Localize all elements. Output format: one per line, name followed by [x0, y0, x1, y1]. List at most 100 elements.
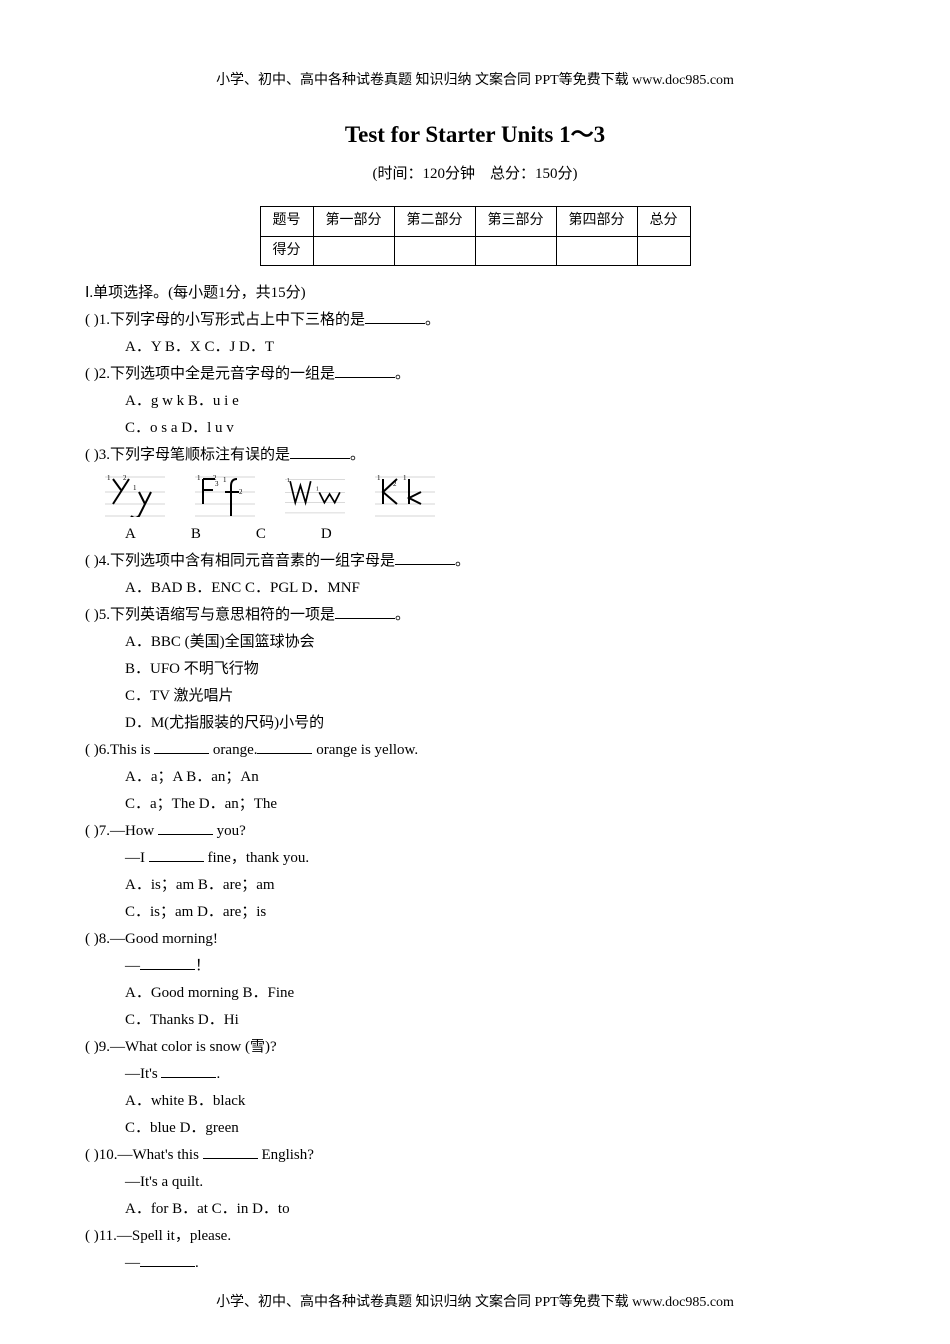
question-options: C．blue D．green — [85, 1116, 865, 1140]
table-cell — [556, 236, 637, 265]
question-text: English? — [258, 1147, 314, 1163]
table-cell — [313, 236, 394, 265]
blank — [203, 1144, 258, 1159]
test-subtitle: (时间：120分钟 总分：150分) — [85, 162, 865, 186]
question-3: ( )3.下列字母笔顺标注有误的是。 — [85, 443, 865, 467]
letter-w-stroke-icon: 1 1 — [285, 472, 345, 517]
question-text: fine，thank you. — [204, 850, 309, 866]
question-options: A．a；A B．an；An — [85, 765, 865, 789]
question-text: ( )7.—How — [85, 823, 158, 839]
svg-text:2: 2 — [123, 474, 127, 482]
question-options: A．is；am B．are；am — [85, 873, 865, 897]
question-options: A．for B．at C．in D．to — [85, 1197, 865, 1221]
blank — [140, 955, 195, 970]
question-text: ( )5.下列英语缩写与意思相符的一项是 — [85, 607, 335, 623]
question-option: D．M(尤指服装的尺码)小号的 — [85, 711, 865, 735]
question-text: orange. — [209, 742, 257, 758]
section-heading: Ⅰ.单项选择。(每小题1分，共15分) — [85, 281, 865, 305]
question-4: ( )4.下列选项中含有相同元音音素的一组字母是。 — [85, 549, 865, 573]
table-cell: 第三部分 — [475, 207, 556, 236]
blank — [395, 550, 455, 565]
question-text: . — [195, 1255, 199, 1271]
question-1: ( )1.下列字母的小写形式占上中下三格的是。 — [85, 308, 865, 332]
dialogue-line: —It's . — [85, 1062, 865, 1086]
question-option: C．TV 激光唱片 — [85, 684, 865, 708]
table-cell — [475, 236, 556, 265]
question-10: ( )10.—What's this English? — [85, 1143, 865, 1167]
question-text: ( )2.下列选项中全是元音字母的一组是 — [85, 366, 335, 382]
question-options: C．o s a D．l u v — [85, 416, 865, 440]
svg-text:1: 1 — [316, 487, 319, 493]
svg-text:1: 1 — [223, 476, 227, 484]
question-options: A．white B．black — [85, 1089, 865, 1113]
question-text: ( )4.下列选项中含有相同元音音素的一组字母是 — [85, 553, 395, 569]
option-label: B — [191, 522, 201, 546]
table-row: 题号 第一部分 第二部分 第三部分 第四部分 总分 — [260, 207, 690, 236]
blank — [149, 847, 204, 862]
page-header: 小学、初中、高中各种试卷真题 知识归纳 文案合同 PPT等免费下载 www.do… — [85, 70, 865, 92]
table-cell: 第四部分 — [556, 207, 637, 236]
blank — [365, 309, 425, 324]
letter-k-stroke-icon: 1 2 1 — [375, 472, 435, 517]
option-label: D — [321, 522, 332, 546]
question-2: ( )2.下列选项中全是元音字母的一组是。 — [85, 362, 865, 386]
question-8: ( )8.—Good morning! — [85, 927, 865, 951]
option-label: C — [256, 522, 266, 546]
question-9: ( )9.—What color is snow (雪)? — [85, 1035, 865, 1059]
table-cell — [394, 236, 475, 265]
table-cell: 第一部分 — [313, 207, 394, 236]
question-text: ( )10.—What's this — [85, 1147, 203, 1163]
table-cell: 得分 — [260, 236, 313, 265]
score-table: 题号 第一部分 第二部分 第三部分 第四部分 总分 得分 — [260, 206, 691, 266]
test-title: Test for Starter Units 1～3 — [85, 117, 865, 154]
question-option: A．BBC (美国)全国篮球协会 — [85, 630, 865, 654]
letter-f-stroke-icon: 1 2 3 1 2 — [195, 472, 255, 517]
stroke-labels: A B C D — [85, 522, 865, 546]
question-options: A．BAD B．ENC C．PGL D．MNF — [85, 576, 865, 600]
question-options: C．Thanks D．Hi — [85, 1008, 865, 1032]
dialogue-line: —I fine，thank you. — [85, 846, 865, 870]
blank — [140, 1252, 195, 1267]
svg-text:1: 1 — [133, 484, 137, 492]
question-options: A．g w k B．u i e — [85, 389, 865, 413]
table-cell — [637, 236, 690, 265]
blank — [161, 1063, 216, 1078]
question-text: ！ — [195, 958, 210, 974]
option-label: A — [125, 522, 136, 546]
svg-text:2: 2 — [393, 480, 397, 488]
question-option: B．UFO 不明飞行物 — [85, 657, 865, 681]
svg-text:2: 2 — [239, 488, 243, 496]
question-text: . — [216, 1066, 220, 1082]
question-11: ( )11.—Spell it，please. — [85, 1224, 865, 1248]
table-cell: 题号 — [260, 207, 313, 236]
blank — [158, 820, 213, 835]
stroke-images: 1 2 1 1 2 3 1 2 1 1 1 2 1 — [85, 472, 865, 517]
question-text: — — [125, 1255, 140, 1271]
question-options: A．Y B．X C．J D．T — [85, 335, 865, 359]
svg-text:1: 1 — [197, 474, 201, 482]
question-options: C．a；The D．an；The — [85, 792, 865, 816]
svg-text:1: 1 — [107, 474, 111, 482]
letter-y-stroke-icon: 1 2 1 — [105, 472, 165, 517]
svg-text:1: 1 — [403, 474, 407, 482]
question-options: A．Good morning B．Fine — [85, 981, 865, 1005]
dialogue-line: —It's a quilt. — [85, 1170, 865, 1194]
question-text: ( )3.下列字母笔顺标注有误的是 — [85, 447, 290, 463]
table-cell: 第二部分 — [394, 207, 475, 236]
dialogue-line: —. — [85, 1251, 865, 1275]
question-7: ( )7.—How you? — [85, 819, 865, 843]
dialogue-line: —！ — [85, 954, 865, 978]
blank — [335, 363, 395, 378]
table-cell: 总分 — [637, 207, 690, 236]
svg-text:3: 3 — [215, 480, 219, 488]
blank — [335, 604, 395, 619]
blank — [257, 739, 312, 754]
question-5: ( )5.下列英语缩写与意思相符的一项是。 — [85, 603, 865, 627]
question-options: C．is；am D．are；is — [85, 900, 865, 924]
table-row: 得分 — [260, 236, 690, 265]
question-text: ( )6.This is — [85, 742, 154, 758]
svg-text:1: 1 — [287, 478, 290, 484]
question-text: —It's — [125, 1066, 161, 1082]
svg-text:1: 1 — [377, 474, 381, 482]
question-text: —I — [125, 850, 149, 866]
